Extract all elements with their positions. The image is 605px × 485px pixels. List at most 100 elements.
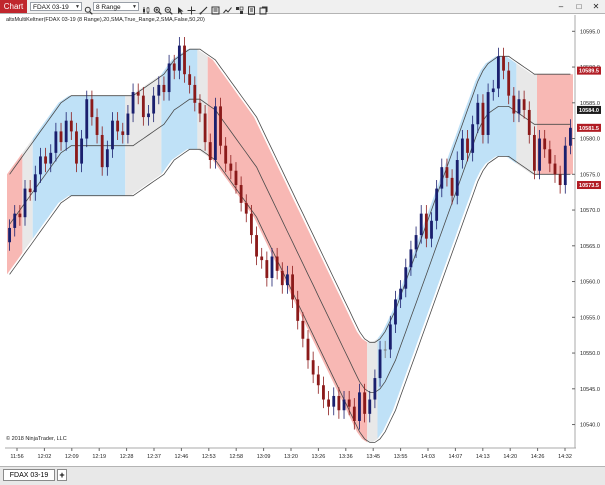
candle-body: [90, 99, 94, 118]
instrument-label: FDAX 03-19: [33, 4, 69, 11]
candle-body: [527, 109, 531, 135]
candle: [208, 133, 212, 169]
candle-body: [219, 106, 222, 146]
candle-body: [193, 84, 197, 103]
chevron-down-icon: ▼: [75, 4, 80, 10]
candle-body: [234, 170, 238, 186]
price-axis[interactable]: 10540.0 10545.0 10550.0 10555.0 10560.0 10565…: [572, 15, 600, 448]
price-tick-label: 10560.0: [580, 280, 600, 286]
indicator-label[interactable]: altsMultiKeltner(FDAX 03-19 (8 Range),20…: [6, 17, 205, 23]
candle-body: [337, 395, 341, 411]
tab-fdax-03-19[interactable]: FDAX 03-19: [3, 469, 55, 481]
candle-body: [466, 138, 469, 153]
candle-body: [507, 70, 511, 96]
more-icon[interactable]: [259, 2, 268, 15]
candle-body: [440, 167, 444, 189]
instrument-selector[interactable]: FDAX 03-19 ▼: [30, 2, 82, 11]
candle-body: [136, 92, 140, 96]
candle: [198, 94, 202, 123]
candle-body: [435, 188, 439, 221]
time-tick-label: 13:55: [394, 454, 408, 460]
candle: [527, 101, 531, 144]
candle-body: [64, 120, 68, 143]
candle-body: [368, 399, 372, 414]
properties-icon[interactable]: [211, 2, 220, 15]
candle-body: [188, 74, 192, 85]
price-tick-label: 10575.0: [580, 172, 600, 178]
time-tick-label: 12:19: [92, 454, 106, 460]
candle-body: [517, 99, 521, 114]
candle: [152, 87, 156, 123]
candle: [49, 144, 53, 173]
time-tick-label: 12:46: [175, 454, 189, 460]
price-marker: 10581.5: [577, 123, 601, 132]
zoom-in-icon[interactable]: [153, 2, 162, 15]
candle: [512, 87, 516, 123]
candle: [378, 340, 382, 387]
search-icon[interactable]: [84, 2, 93, 15]
candle-body: [327, 399, 331, 407]
candle: [193, 76, 197, 112]
candle: [100, 126, 104, 176]
band-line-lower: [9, 148, 571, 443]
candle: [383, 340, 387, 359]
candle: [430, 212, 433, 248]
minimize-button[interactable]: –: [558, 2, 564, 11]
candle: [553, 154, 557, 183]
chart-tab-bar: FDAX 03-19 +: [0, 466, 605, 485]
zoom-out-icon[interactable]: [164, 2, 173, 15]
crosshair-icon[interactable]: [187, 2, 196, 15]
templates-icon[interactable]: [247, 2, 256, 15]
bar-type-label: 8 Range: [96, 4, 121, 11]
candle: [368, 390, 372, 423]
chart-tab[interactable]: Chart: [0, 0, 27, 13]
candle: [172, 54, 176, 80]
candle: [316, 365, 320, 394]
candle: [85, 90, 89, 148]
time-tick-label: 12:37: [147, 454, 161, 460]
candle-body: [378, 349, 382, 379]
price-tick-label: 10595.0: [580, 29, 600, 35]
candle: [39, 147, 42, 183]
pointer-icon[interactable]: [176, 2, 185, 15]
candle: [239, 176, 243, 212]
time-tick-label: 12:58: [229, 454, 243, 460]
price-markers: 10589.5 10584.0 10581.5 10573.5: [577, 66, 601, 190]
candle-body: [111, 120, 114, 150]
candle: [270, 247, 274, 287]
price-tick-label: 10580.0: [580, 137, 600, 143]
candle: [229, 154, 233, 180]
candle: [363, 383, 367, 423]
candle-body: [203, 113, 207, 143]
candle-body: [162, 84, 166, 93]
candle-body: [121, 131, 125, 135]
candle: [54, 122, 58, 162]
candle: [275, 247, 279, 280]
candle-body: [198, 102, 202, 114]
close-button[interactable]: ✕: [592, 2, 600, 11]
candle-body: [249, 213, 253, 236]
candle-body: [28, 188, 32, 193]
time-tick-label: 11:56: [10, 454, 23, 460]
candlestick-chart[interactable]: 10540.0 10545.0 10550.0 10555.0 10560.0 10565…: [0, 0, 605, 466]
candle-body: [23, 188, 27, 218]
maximize-button[interactable]: □: [576, 2, 582, 11]
candle-body: [548, 149, 552, 164]
add-tab-button[interactable]: +: [57, 469, 67, 481]
candle-body: [224, 145, 228, 164]
candle-body: [270, 256, 274, 278]
candle-body: [512, 95, 516, 114]
strategies-icon[interactable]: [235, 2, 244, 14]
candle: [64, 112, 68, 151]
price-tick-label: 10550.0: [580, 351, 600, 357]
candle: [203, 104, 207, 151]
indicators-icon[interactable]: [223, 2, 232, 14]
candle: [18, 205, 22, 226]
bar-style-icon[interactable]: [142, 2, 151, 14]
candle: [111, 112, 114, 158]
draw-icon[interactable]: [199, 2, 208, 15]
candle: [491, 79, 495, 101]
bar-type-selector[interactable]: 8 Range ▼: [93, 2, 139, 11]
candle-body: [311, 360, 315, 375]
time-axis[interactable]: 11:56 12:02 12:09 12:19 12:28 12:37 12:46 12:53…: [5, 447, 576, 460]
